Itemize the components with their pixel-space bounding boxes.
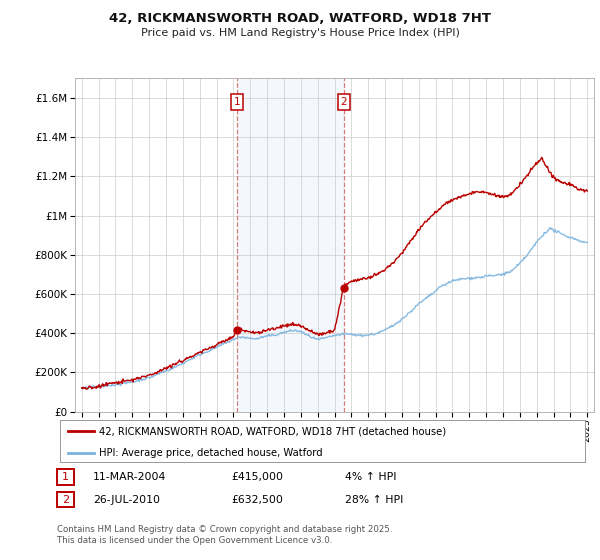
Text: Price paid vs. HM Land Registry's House Price Index (HPI): Price paid vs. HM Land Registry's House …	[140, 28, 460, 38]
Text: 26-JUL-2010: 26-JUL-2010	[93, 494, 160, 505]
Text: Contains HM Land Registry data © Crown copyright and database right 2025.
This d: Contains HM Land Registry data © Crown c…	[57, 525, 392, 545]
Text: £415,000: £415,000	[231, 472, 283, 482]
Text: 4% ↑ HPI: 4% ↑ HPI	[345, 472, 397, 482]
Text: 42, RICKMANSWORTH ROAD, WATFORD, WD18 7HT (detached house): 42, RICKMANSWORTH ROAD, WATFORD, WD18 7H…	[100, 426, 446, 436]
Text: 1: 1	[62, 472, 69, 482]
Text: 11-MAR-2004: 11-MAR-2004	[93, 472, 166, 482]
Text: HPI: Average price, detached house, Watford: HPI: Average price, detached house, Watf…	[100, 448, 323, 458]
Text: 2: 2	[62, 494, 69, 505]
Text: 28% ↑ HPI: 28% ↑ HPI	[345, 494, 403, 505]
Text: 2: 2	[341, 97, 347, 107]
Text: 1: 1	[233, 97, 240, 107]
Text: 42, RICKMANSWORTH ROAD, WATFORD, WD18 7HT: 42, RICKMANSWORTH ROAD, WATFORD, WD18 7H…	[109, 12, 491, 25]
Bar	[237, 78, 344, 412]
Text: £632,500: £632,500	[231, 494, 283, 505]
